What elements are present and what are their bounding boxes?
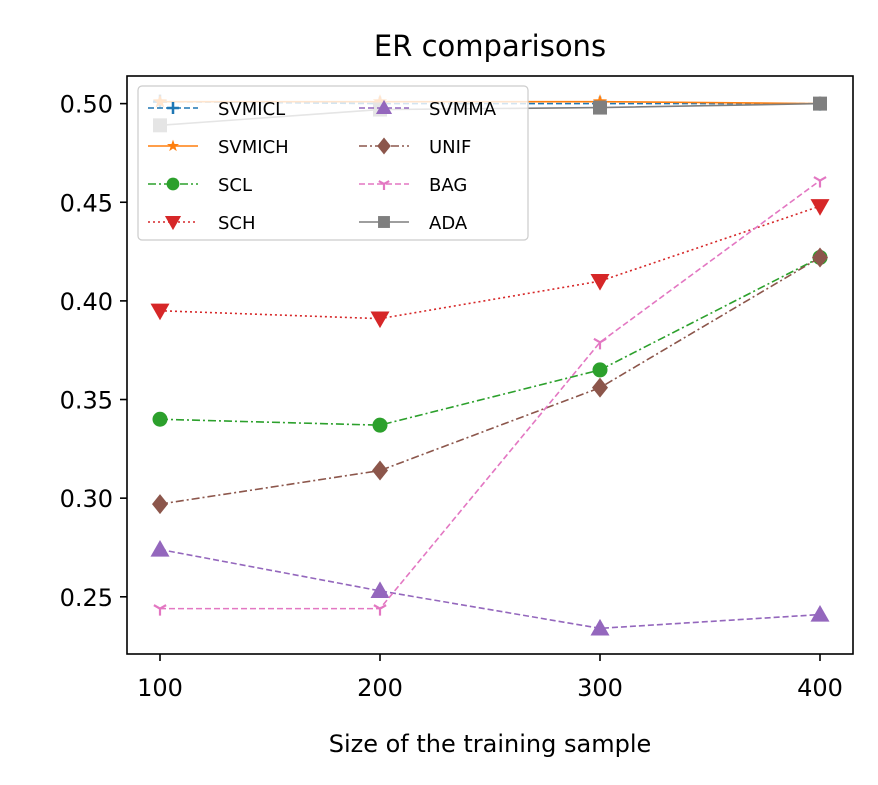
data-point-svmma-200 (370, 581, 390, 598)
legend-label-ada: ADA (429, 213, 468, 234)
y-axis: 0.25 0.30 0.35 0.40 0.45 0.50 (60, 91, 127, 612)
series-unif (152, 247, 828, 515)
data-point-sch-400 (810, 199, 830, 216)
data-point-svmma-100 (150, 539, 170, 557)
data-point-bag-200 (373, 604, 387, 616)
data-point-unif-200 (372, 460, 388, 481)
x-tick-label: 300 (577, 674, 623, 702)
legend-marker-svmicl (167, 102, 179, 114)
data-point-bag-300 (593, 337, 607, 350)
y-tick-label: 0.45 (60, 189, 113, 217)
series-line-sch (159, 205, 821, 320)
y-tick-label: 0.50 (60, 91, 113, 119)
legend-box (137, 85, 529, 241)
legend-marker-svmma (375, 99, 393, 115)
data-point-unif-300 (592, 377, 608, 398)
legend-marker-scl (166, 177, 180, 191)
legend: SVMICL SVMICH SCL SCH SVMMA UNIF BAG ADA (137, 85, 529, 241)
y-tick-label: 0.40 (60, 288, 113, 316)
y-tick-label: 0.35 (60, 387, 113, 415)
legend-label-unif: UNIF (429, 137, 471, 158)
data-point-scl-100 (152, 411, 168, 427)
series-sch (150, 199, 830, 329)
x-axis-label: Size of the training sample (329, 730, 652, 758)
legend-marker-bag (378, 180, 390, 190)
data-point-sch-200 (370, 311, 390, 329)
series-line-unif (159, 256, 821, 505)
data-point-sch-100 (150, 303, 170, 321)
y-tick-label: 0.25 (60, 584, 113, 612)
legend-marker-unif (377, 137, 391, 155)
series-line-svmma (159, 548, 821, 630)
legend-entry-unif: UNIF (359, 137, 471, 158)
legend-entry-svmich: SVMICH (148, 137, 289, 158)
legend-label-svmicl: SVMICL (218, 99, 285, 120)
data-point-svmma-300 (590, 618, 610, 636)
legend-label-sch: SCH (218, 213, 256, 234)
chart-title: ER comparisons (374, 29, 606, 63)
legend-marker-sch (164, 215, 182, 231)
data-point-unif-100 (152, 494, 168, 515)
data-point-unif-400 (812, 247, 828, 268)
legend-entry-ada: ADA (359, 213, 468, 234)
legend-entry-svmicl: SVMICL (148, 99, 285, 120)
legend-label-svmma: SVMMA (429, 99, 497, 120)
series-bag (153, 176, 827, 616)
legend-entry-scl: SCL (148, 175, 252, 196)
legend-entry-bag: BAG (359, 175, 467, 196)
legend-label-svmich: SVMICH (218, 137, 289, 158)
x-tick-label: 100 (137, 674, 183, 702)
legend-label-scl: SCL (218, 175, 252, 196)
data-point-svmma-400 (810, 605, 830, 622)
data-point-sch-300 (590, 274, 610, 291)
legend-marker-svmich (166, 139, 180, 152)
data-point-ada-400 (813, 96, 827, 111)
legend-entry-sch: SCH (148, 213, 256, 234)
data-point-ada-300 (593, 100, 607, 115)
data-point-bag-100 (153, 604, 167, 616)
series-line-bag (160, 179, 821, 610)
data-point-scl-300 (592, 362, 608, 378)
legend-entry-svmma: SVMMA (359, 99, 497, 120)
series-svmma (150, 539, 830, 636)
x-tick-label: 400 (797, 674, 843, 702)
axes-frame (126, 75, 854, 655)
x-tick-label: 200 (357, 674, 403, 702)
data-point-scl-200 (372, 417, 388, 433)
legend-marker-ada (378, 216, 390, 228)
data-point-bag-400 (813, 176, 827, 188)
x-axis: 100 200 300 400 (137, 654, 843, 702)
legend-label-bag: BAG (429, 175, 467, 196)
y-tick-label: 0.30 (60, 485, 113, 513)
